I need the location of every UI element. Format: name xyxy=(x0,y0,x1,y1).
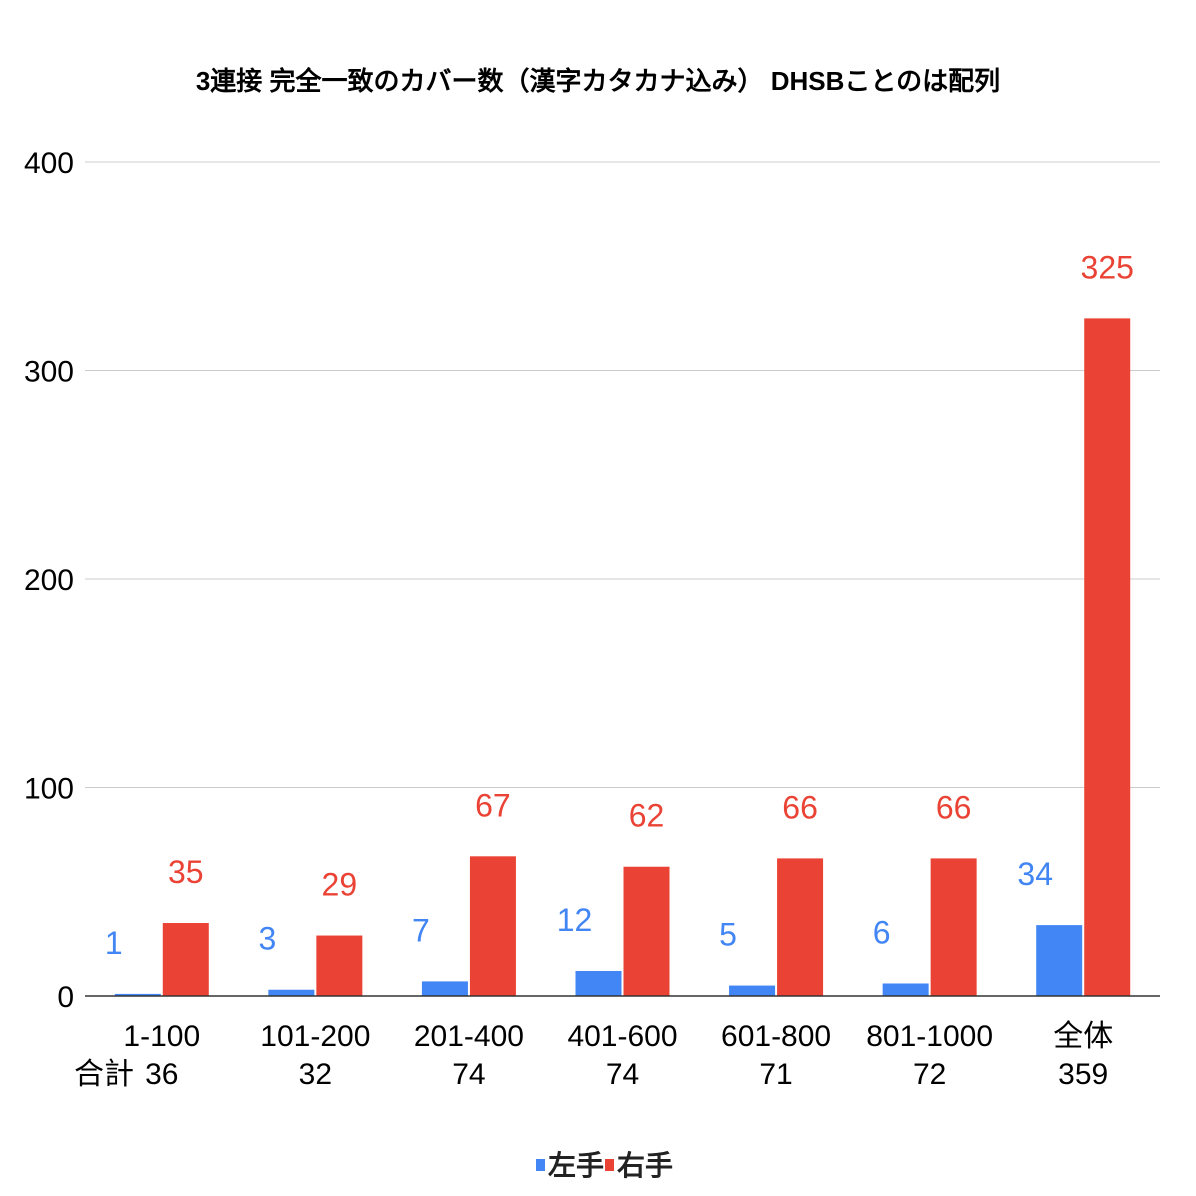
data-label: 34 xyxy=(1017,856,1053,892)
bar xyxy=(114,993,161,996)
data-label: 7 xyxy=(412,912,430,948)
x-tick-label: 801-1000 xyxy=(866,1020,993,1053)
data-label: 62 xyxy=(629,798,665,834)
legend-swatch xyxy=(605,1159,614,1171)
bar xyxy=(777,858,824,996)
totals-row: 合計 36 32 74 74 71 72 359 xyxy=(74,1058,1108,1091)
bar xyxy=(469,856,516,996)
bar xyxy=(316,935,363,996)
x-tick-label: 601-800 xyxy=(721,1020,831,1053)
data-label: 12 xyxy=(557,902,593,938)
data-label: 66 xyxy=(936,789,972,825)
bar xyxy=(882,983,929,996)
total-value: 74 xyxy=(606,1058,639,1091)
x-tick-label: 全体 xyxy=(1053,1020,1113,1053)
x-tick-label: 201-400 xyxy=(414,1020,524,1053)
data-label: 6 xyxy=(873,914,891,950)
bar xyxy=(729,985,776,996)
total-value: 74 xyxy=(452,1058,485,1091)
y-tick-label: 200 xyxy=(24,564,74,597)
chart-title: 3連接 完全一致のカバー数（漢字カタカナ込み） DHSBことのは配列 xyxy=(196,66,1000,96)
x-tick-label: 101-200 xyxy=(260,1020,370,1053)
data-label: 5 xyxy=(719,917,737,953)
total-value: 72 xyxy=(913,1058,946,1091)
total-value: 32 xyxy=(299,1058,332,1091)
y-tick-label: 100 xyxy=(24,773,74,806)
bar xyxy=(930,858,977,996)
bars xyxy=(114,318,1131,996)
x-tick-label: 401-600 xyxy=(567,1020,677,1053)
data-label: 3 xyxy=(258,921,276,957)
legend-swatch xyxy=(536,1159,545,1171)
x-axis-ticks: 1-100 101-200 201-400 401-600 601-800 801-100… xyxy=(123,1020,1113,1053)
bar xyxy=(1036,925,1083,996)
legend-label: 右手 xyxy=(617,1150,673,1181)
data-label: 66 xyxy=(782,789,818,825)
bar xyxy=(421,981,468,996)
total-value: 71 xyxy=(759,1058,792,1091)
y-tick-label: 400 xyxy=(24,147,74,180)
data-label: 29 xyxy=(322,867,358,903)
bar xyxy=(162,923,209,996)
y-axis-ticks: 0 100 200 300 400 xyxy=(24,147,74,1014)
gridlines xyxy=(85,161,1160,788)
data-label: 67 xyxy=(475,787,511,823)
data-label: 1 xyxy=(105,925,123,961)
x-tick-label: 1-100 xyxy=(123,1020,200,1053)
bar xyxy=(268,989,315,996)
bar xyxy=(1084,318,1131,996)
total-value: 36 xyxy=(145,1058,178,1091)
data-label: 325 xyxy=(1081,249,1134,285)
totals-label: 合計 xyxy=(74,1058,134,1091)
legend: 左手 右手 xyxy=(536,1150,673,1181)
y-tick-label: 300 xyxy=(24,356,74,389)
bar xyxy=(623,866,670,996)
y-tick-label: 0 xyxy=(57,981,74,1014)
data-label: 35 xyxy=(168,854,204,890)
total-value: 359 xyxy=(1058,1058,1108,1091)
bar xyxy=(575,970,622,996)
legend-label: 左手 xyxy=(548,1150,604,1181)
